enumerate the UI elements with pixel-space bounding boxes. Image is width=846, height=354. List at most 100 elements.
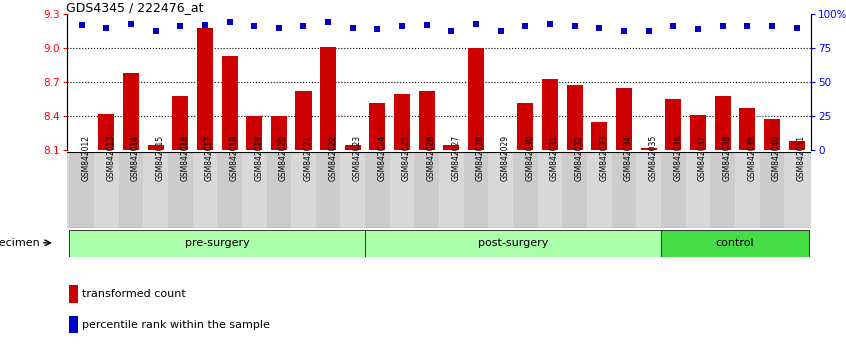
- Bar: [217, 152, 242, 228]
- Bar: [266, 152, 291, 228]
- Text: GSM842039: GSM842039: [747, 135, 756, 182]
- Text: GSM842024: GSM842024: [377, 135, 387, 181]
- Bar: [69, 152, 94, 228]
- Text: GSM842025: GSM842025: [402, 135, 411, 181]
- Text: GSM842040: GSM842040: [772, 135, 781, 182]
- Bar: [443, 145, 459, 150]
- Text: GSM842029: GSM842029: [501, 135, 509, 181]
- Bar: [320, 47, 336, 150]
- Text: GSM842032: GSM842032: [574, 135, 584, 181]
- Bar: [685, 152, 711, 228]
- Point: [297, 24, 310, 29]
- Point: [100, 25, 113, 31]
- Text: GSM842033: GSM842033: [599, 135, 608, 182]
- Point: [74, 22, 88, 28]
- Bar: [370, 103, 386, 150]
- Point: [716, 24, 729, 29]
- Bar: [390, 152, 415, 228]
- Bar: [94, 152, 118, 228]
- Bar: [788, 141, 805, 150]
- Bar: [118, 152, 143, 228]
- Point: [222, 19, 236, 25]
- Text: GSM842019: GSM842019: [254, 135, 263, 181]
- Point: [198, 22, 212, 28]
- Text: GSM842027: GSM842027: [452, 135, 460, 181]
- Text: GSM842041: GSM842041: [797, 135, 805, 181]
- Point: [618, 28, 631, 33]
- Point: [346, 25, 360, 31]
- Text: GSM842021: GSM842021: [304, 135, 312, 181]
- Bar: [689, 115, 706, 150]
- Point: [124, 21, 138, 27]
- Text: pre-surgery: pre-surgery: [184, 238, 250, 249]
- Point: [470, 21, 483, 27]
- Bar: [291, 152, 316, 228]
- Text: GSM842022: GSM842022: [328, 135, 338, 181]
- Bar: [640, 148, 656, 150]
- Bar: [295, 91, 311, 150]
- Bar: [661, 152, 685, 228]
- Text: GDS4345 / 222476_at: GDS4345 / 222476_at: [66, 1, 204, 15]
- Bar: [316, 152, 340, 228]
- Point: [420, 22, 433, 28]
- Bar: [488, 152, 513, 228]
- Bar: [123, 73, 139, 150]
- Bar: [715, 96, 731, 150]
- Bar: [415, 152, 439, 228]
- Text: GSM842030: GSM842030: [525, 135, 535, 182]
- Point: [543, 21, 557, 27]
- Bar: [518, 103, 533, 150]
- Bar: [69, 285, 78, 303]
- Text: transformed count: transformed count: [82, 289, 185, 299]
- Bar: [591, 122, 607, 150]
- Bar: [784, 152, 809, 228]
- Bar: [271, 116, 287, 150]
- Bar: [365, 152, 390, 228]
- Bar: [563, 152, 587, 228]
- Bar: [394, 94, 410, 150]
- Point: [642, 28, 656, 33]
- Text: GSM842026: GSM842026: [426, 135, 436, 181]
- Bar: [246, 116, 262, 150]
- Point: [592, 25, 606, 31]
- Text: GSM842037: GSM842037: [698, 135, 707, 182]
- Point: [494, 28, 508, 33]
- Point: [173, 24, 187, 29]
- Bar: [69, 230, 365, 257]
- Point: [445, 28, 459, 33]
- Point: [247, 24, 261, 29]
- Bar: [760, 152, 784, 228]
- Bar: [197, 28, 213, 150]
- Point: [790, 25, 804, 31]
- Bar: [612, 152, 636, 228]
- Bar: [143, 152, 168, 228]
- Text: percentile rank within the sample: percentile rank within the sample: [82, 320, 270, 330]
- Bar: [340, 152, 365, 228]
- Point: [371, 26, 384, 32]
- Point: [272, 25, 286, 31]
- Bar: [365, 230, 661, 257]
- Point: [765, 24, 778, 29]
- Bar: [419, 91, 435, 150]
- Point: [519, 24, 532, 29]
- Bar: [222, 56, 238, 150]
- Text: GSM842034: GSM842034: [624, 135, 633, 182]
- Bar: [764, 119, 780, 150]
- Bar: [345, 145, 360, 150]
- Text: GSM842017: GSM842017: [205, 135, 214, 181]
- Bar: [538, 152, 563, 228]
- Text: control: control: [716, 238, 754, 249]
- Bar: [567, 85, 583, 150]
- Text: GSM842013: GSM842013: [107, 135, 115, 181]
- Bar: [193, 152, 217, 228]
- Text: GSM842018: GSM842018: [229, 135, 239, 181]
- Text: GSM842016: GSM842016: [180, 135, 190, 181]
- Bar: [739, 108, 755, 150]
- Bar: [661, 230, 809, 257]
- Point: [321, 19, 335, 25]
- Text: GSM842038: GSM842038: [722, 135, 732, 181]
- Bar: [464, 152, 488, 228]
- Text: post-surgery: post-surgery: [478, 238, 548, 249]
- Bar: [616, 88, 632, 150]
- Text: GSM842028: GSM842028: [476, 135, 485, 181]
